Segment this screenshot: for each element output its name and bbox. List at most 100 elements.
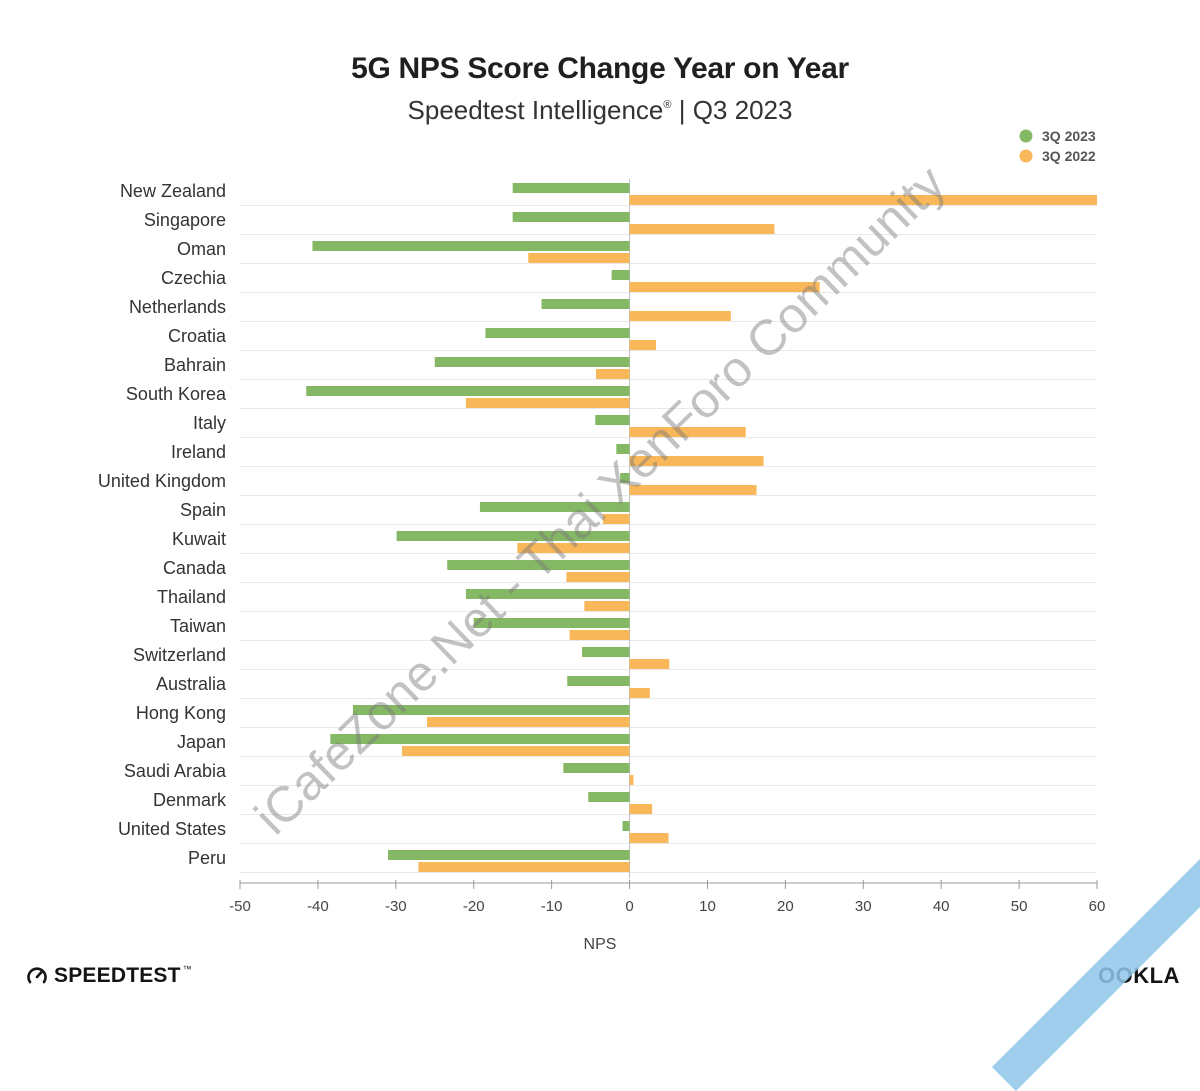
bar-q3-2022 [629, 833, 669, 843]
x-tick-label: -20 [463, 898, 485, 915]
bar-q3-2022 [528, 253, 630, 263]
speedtest-wordmark: SPEEDTEST [54, 964, 181, 987]
bar-q3-2023 [622, 821, 630, 831]
category-label: Hong Kong [136, 703, 226, 723]
x-tick-label: 40 [933, 898, 950, 915]
category-label: New Zealand [120, 181, 226, 201]
subtitle-text: Speedtest Intelligence [407, 95, 664, 125]
chart-subtitle: Speedtest Intelligence® | Q3 2023 [0, 95, 1200, 126]
x-tick-label: -30 [385, 898, 407, 915]
bar-q3-2022 [629, 282, 820, 292]
legend-swatch [1019, 129, 1033, 143]
category-label: Bahrain [164, 355, 226, 375]
legend: 3Q 2023 3Q 2022 [1019, 128, 1096, 164]
bar-q3-2023 [447, 560, 630, 570]
category-label: Australia [156, 674, 227, 694]
x-tick-label: -10 [541, 898, 563, 915]
bar-q3-2023 [512, 183, 630, 193]
category-label: Czechia [161, 268, 227, 288]
bar-q3-2022 [418, 862, 630, 872]
category-label: Ireland [171, 442, 226, 462]
category-labels: New Zealand Singapore Oman Czechia Netherlan… [98, 181, 227, 868]
gridlines [240, 179, 1097, 879]
bar-q3-2023 [512, 212, 630, 222]
subtitle-period: | Q3 2023 [671, 95, 793, 125]
bar-q3-2022 [629, 456, 764, 466]
category-label: Croatia [168, 326, 227, 346]
bar-q3-2022 [629, 485, 757, 495]
bar-q3-2023 [611, 270, 630, 280]
category-label: Netherlands [129, 297, 226, 317]
category-label: Italy [193, 413, 226, 433]
speedometer-icon [27, 967, 47, 984]
category-label: Japan [177, 732, 226, 752]
bar-q3-2023 [306, 386, 630, 396]
category-label: Switzerland [133, 645, 226, 665]
bar-q3-2023 [595, 415, 630, 425]
legend-label: 3Q 2023 [1042, 128, 1096, 144]
bar-q3-2023 [582, 647, 630, 657]
bar-q3-2023 [396, 531, 630, 541]
category-label: United Kingdom [98, 471, 226, 491]
category-label: Peru [188, 848, 226, 868]
speedtest-trademark: ™ [182, 964, 192, 974]
x-tick-label: 20 [777, 898, 794, 915]
category-label: United States [118, 819, 226, 839]
bar-q3-2022 [566, 572, 630, 582]
bar-q3-2022 [465, 398, 630, 408]
category-label: South Korea [126, 384, 227, 404]
bar-q3-2023 [388, 850, 630, 860]
category-label: Canada [163, 558, 227, 578]
bar-q3-2023 [563, 763, 630, 773]
x-tick-label: -50 [229, 898, 251, 915]
bar-q3-2022 [629, 340, 657, 350]
subtitle-registered-mark: ® [663, 99, 672, 111]
bar-q3-2022 [629, 659, 670, 669]
category-label: Denmark [153, 790, 227, 810]
bar-q3-2023 [473, 618, 630, 628]
bar-q3-2022 [629, 195, 1097, 205]
bar-q3-2022 [426, 717, 630, 727]
category-label: Thailand [157, 587, 226, 607]
bar-q3-2022 [629, 688, 650, 698]
bar-q3-2023 [567, 676, 630, 686]
bar-q3-2022 [569, 630, 630, 640]
x-tick-label: 10 [699, 898, 716, 915]
bar-q3-2023 [465, 589, 630, 599]
bar-q3-2023 [541, 299, 630, 309]
x-tick-label: 0 [625, 898, 633, 915]
bar-q3-2023 [588, 792, 630, 802]
category-label: Singapore [144, 210, 226, 230]
speedtest-logo: SPEEDTEST ™ [26, 964, 192, 988]
bar-q3-2022 [629, 775, 634, 785]
category-label: Saudi Arabia [124, 761, 227, 781]
bar-q3-2022 [629, 311, 731, 321]
chart-title: 5G NPS Score Change Year on Year [351, 52, 849, 85]
bar-q3-2022 [629, 224, 775, 234]
bar-q3-2022 [629, 427, 746, 437]
x-tick-label: 50 [1011, 898, 1028, 915]
bar-q3-2023 [616, 444, 630, 454]
legend-swatch [1019, 149, 1033, 163]
bar-q3-2023 [485, 328, 630, 338]
category-label: Kuwait [172, 529, 226, 549]
bar-q3-2022 [402, 746, 630, 756]
bar-q3-2022 [517, 543, 630, 553]
x-tick-label: 30 [855, 898, 872, 915]
x-tick-label: -40 [307, 898, 329, 915]
bar-q3-2022 [596, 369, 630, 379]
legend-label: 3Q 2022 [1042, 148, 1096, 164]
category-label: Spain [180, 500, 226, 520]
x-axis: -50 -40 -30 -20 -10 0 10 20 30 40 50 60 [229, 880, 1105, 915]
bar-q3-2023 [352, 705, 630, 715]
bar-q3-2023 [330, 734, 630, 744]
x-tick-label: 60 [1089, 898, 1106, 915]
bar-q3-2022 [603, 514, 630, 524]
category-label: Taiwan [170, 616, 226, 636]
bar-q3-2023 [434, 357, 630, 367]
x-axis-title: NPS [584, 936, 617, 953]
bar-q3-2023 [620, 473, 630, 483]
category-label: Oman [177, 239, 226, 259]
bar-q3-2022 [584, 601, 630, 611]
bar-q3-2023 [479, 502, 630, 512]
